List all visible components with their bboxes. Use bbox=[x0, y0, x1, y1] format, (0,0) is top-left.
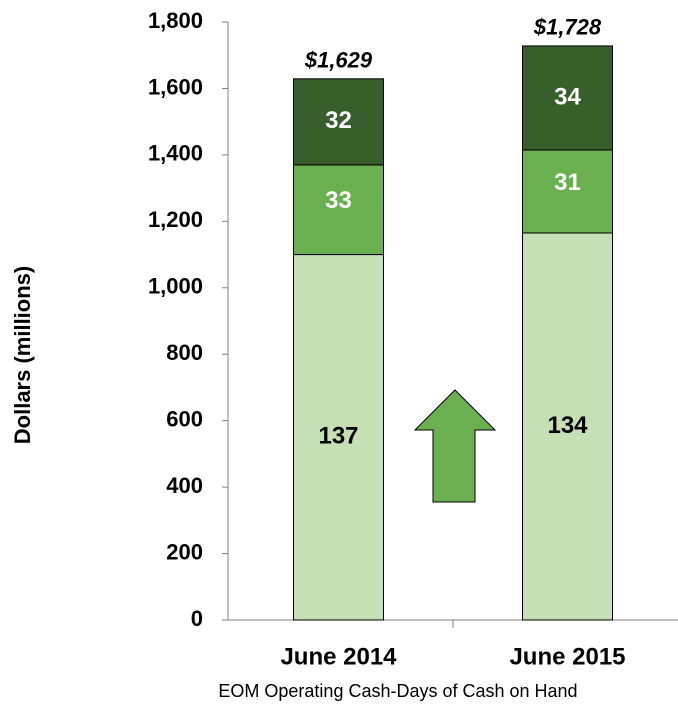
y-tick-label: 400 bbox=[166, 473, 203, 498]
segment-label: 31 bbox=[554, 169, 581, 196]
segment-label: 34 bbox=[554, 83, 581, 110]
y-tick-label: 0 bbox=[191, 606, 203, 631]
y-tick-label: 800 bbox=[166, 340, 203, 365]
x-axis-label: EOM Operating Cash-Days of Cash on Hand bbox=[218, 681, 577, 701]
segment-label: 137 bbox=[318, 423, 358, 450]
y-tick-label: 1,800 bbox=[148, 8, 203, 33]
x-tick-label: June 2015 bbox=[509, 643, 625, 670]
x-tick-label: June 2014 bbox=[280, 643, 397, 670]
total-label: $1,728 bbox=[533, 15, 602, 40]
y-tick-label: 1,000 bbox=[148, 274, 203, 299]
bar-segment bbox=[293, 164, 384, 256]
y-tick-label: 1,400 bbox=[148, 141, 203, 166]
bar-segment bbox=[522, 45, 613, 151]
segment-label: 33 bbox=[325, 187, 352, 214]
bar-segment bbox=[522, 232, 613, 621]
segment-label: 32 bbox=[325, 107, 352, 134]
y-axis-label: Dollars (millions) bbox=[10, 266, 35, 444]
up-arrow bbox=[413, 389, 497, 503]
y-tick-label: 1,600 bbox=[148, 74, 203, 99]
total-label: $1,629 bbox=[304, 48, 373, 73]
y-tick-label: 1,200 bbox=[148, 207, 203, 232]
y-tick-label: 600 bbox=[166, 406, 203, 431]
bar-segment bbox=[293, 78, 384, 166]
y-tick-label: 200 bbox=[166, 539, 203, 564]
segment-label: 134 bbox=[547, 412, 588, 439]
bar-segment bbox=[293, 254, 384, 621]
bar-segment bbox=[522, 149, 613, 234]
